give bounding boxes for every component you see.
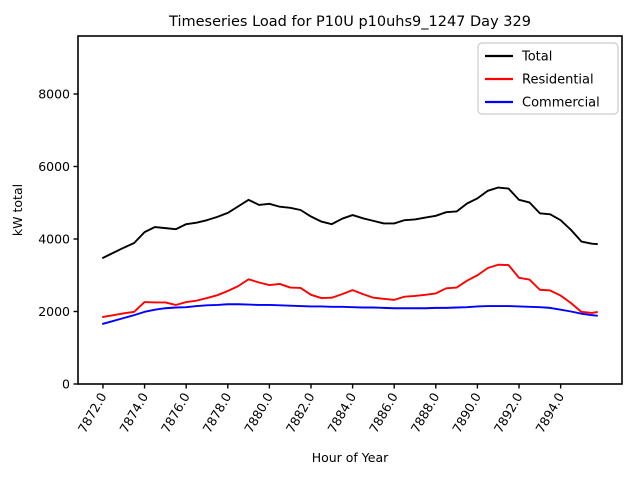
legend: Total Residential Commercial	[477, 42, 619, 115]
x-tick-label: 7890.0	[449, 390, 484, 435]
series-line-residential	[102, 263, 598, 318]
x-tick-label: 7878.0	[200, 390, 235, 435]
y-tick-label: 6000	[38, 159, 70, 174]
series-line-total	[102, 186, 598, 259]
x-tick-label: 7894.0	[532, 390, 567, 435]
series-line-commercial	[102, 303, 598, 325]
x-axis-label: Hour of Year	[312, 450, 389, 465]
x-tick-label: 7884.0	[324, 390, 359, 435]
y-tick-label: 2000	[38, 304, 70, 319]
x-tick-label: 7880.0	[241, 390, 276, 435]
y-axis-label: kW total	[10, 184, 25, 236]
x-tick-label: 7892.0	[491, 390, 526, 435]
legend-label-residential: Residential	[522, 73, 594, 88]
x-tick-label: 7886.0	[366, 390, 401, 435]
x-tick-label: 7882.0	[283, 390, 318, 435]
x-tick-label: 7874.0	[116, 390, 151, 435]
x-tick-label: 7876.0	[158, 390, 193, 435]
y-tick-label: 0	[62, 377, 70, 392]
y-tick-label: 4000	[38, 232, 70, 247]
x-tick-label: 7872.0	[75, 390, 110, 435]
x-tick-label: 7888.0	[408, 390, 443, 435]
series-layer	[102, 186, 598, 325]
y-tick-label: 8000	[38, 87, 70, 102]
legend-box	[477, 42, 619, 115]
legend-label-total: Total	[521, 50, 552, 65]
legend-label-commercial: Commercial	[522, 96, 600, 111]
chart-title: Timeseries Load for P10U p10uhs9_1247 Da…	[168, 14, 531, 30]
